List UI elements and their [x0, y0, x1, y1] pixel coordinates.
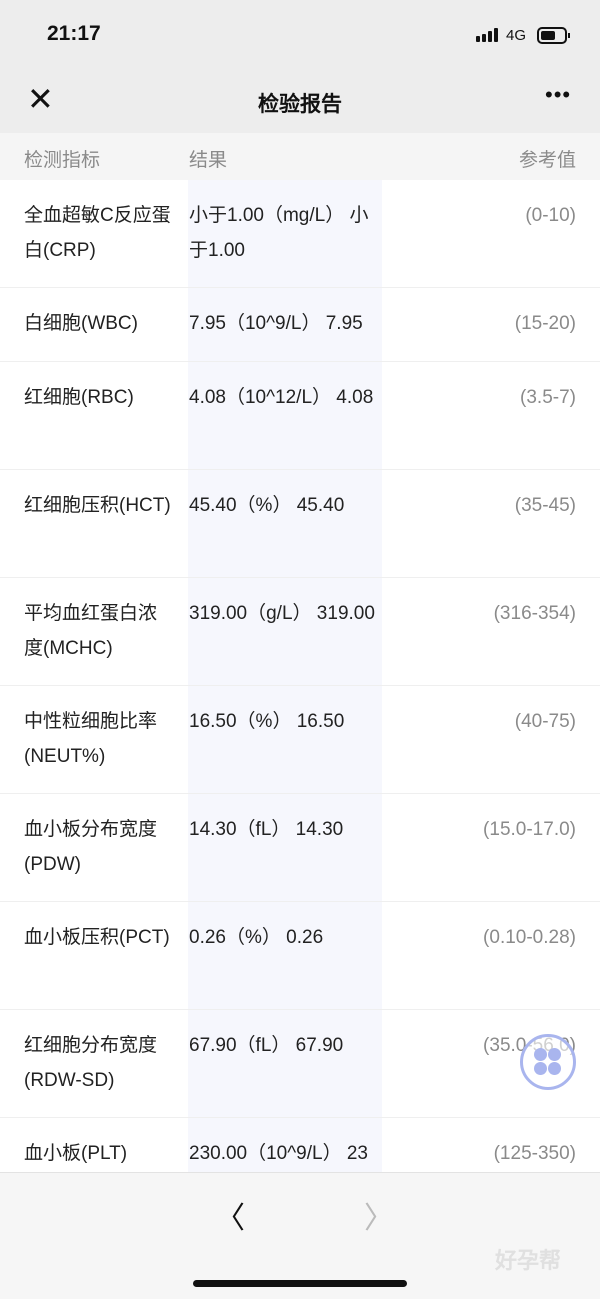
row-reference: (125-350) [493, 1143, 576, 1164]
back-button[interactable]: 〈 [215, 1202, 245, 1235]
nav-bar: ✕ 检验报告 ••• [0, 72, 600, 133]
table-row: 全血超敏C反应蛋白(CRP) 小于1.00（mg/L） 小于1.00 (0-10) [0, 180, 600, 288]
table-row: 白细胞(WBC) 7.95（10^9/L） 7.95 (15-20) [0, 288, 600, 362]
table-row: 红细胞(RBC) 4.08（10^12/L） 4.08 (3.5-7) [0, 362, 600, 470]
row-name: 白细胞(WBC) [24, 313, 138, 334]
home-indicator [193, 1280, 407, 1287]
network-label: 4G [506, 27, 527, 44]
status-bar: 21:17 4G [0, 0, 600, 72]
row-result: 7.95（10^9/L） 7.95 [189, 313, 363, 334]
result-column-bg [188, 180, 382, 1180]
row-reference: (0.10-0.28) [483, 927, 576, 948]
table-row: 中性粒细胞比率(NEUT%) 16.50（%） 16.50 (40-75) [0, 686, 600, 794]
row-name: 血小板压积(PCT) [24, 927, 170, 948]
forward-button[interactable]: 〉 [364, 1202, 394, 1235]
status-time: 21:17 [47, 22, 101, 45]
row-name: 中性粒细胞比率(NEUT%) [24, 711, 158, 767]
row-result: 16.50（%） 16.50 [189, 711, 345, 732]
row-reference: (3.5-7) [520, 387, 576, 408]
header-result: 结果 [189, 150, 228, 171]
signal-icon [476, 28, 498, 42]
row-reference: (15.0-17.0) [483, 819, 576, 840]
row-name: 全血超敏C反应蛋白(CRP) [24, 205, 171, 261]
header-name: 检测指标 [24, 150, 101, 171]
row-result: 45.40（%） 45.40 [189, 495, 345, 516]
table-row: 血小板分布宽度(PDW) 14.30（fL） 14.30 (15.0-17.0) [0, 794, 600, 902]
table-row: 红细胞分布宽度(RDW-SD)67.90（fL） 67.90(35.0-56.0… [0, 1010, 600, 1118]
row-name: 血小板分布宽度(PDW) [24, 819, 158, 875]
more-icon[interactable]: ••• [545, 82, 572, 107]
row-result: 14.30（fL） 14.30 [189, 819, 344, 840]
watermark-logo: 好孕帮 [495, 1248, 562, 1273]
row-reference: (316-354) [493, 603, 576, 624]
row-reference: (40-75) [514, 711, 576, 732]
row-result: 0.26（%） 0.26 [189, 927, 324, 948]
floating-clover-button[interactable] [520, 1034, 576, 1090]
table-row: 血小板压积(PCT) 0.26（%） 0.26 (0.10-0.28) [0, 902, 600, 1010]
row-reference: (0-10) [525, 205, 576, 226]
bottom-toolbar: 〈 〉 好孕帮 [0, 1172, 600, 1299]
table-header: 检测指标 结果 参考值 [0, 133, 600, 180]
close-icon[interactable]: ✕ [27, 81, 54, 117]
row-name: 红细胞分布宽度(RDW-SD) [24, 1035, 158, 1091]
battery-icon [537, 27, 570, 44]
row-result: 319.00（g/L） 319.00 [189, 603, 375, 624]
report-table: 全血超敏C反应蛋白(CRP) 小于1.00（mg/L） 小于1.00 (0-10) 白… [0, 180, 600, 1226]
row-result: 小于1.00（mg/L） 小于1.00 [189, 205, 369, 261]
row-result: 4.08（10^12/L） 4.08 [189, 387, 374, 408]
row-reference: (35-45) [514, 495, 576, 516]
row-name: 血小板(PLT) [24, 1143, 128, 1164]
page-title: 检验报告 [258, 93, 342, 116]
row-name: 红细胞压积(HCT) [24, 495, 171, 516]
row-reference: (15-20) [514, 313, 576, 334]
header-reference: 参考值 [518, 150, 576, 171]
row-result: 67.90（fL） 67.90 [189, 1035, 344, 1056]
table-row: 平均血红蛋白浓度(MCHC) 319.00（g/L） 319.00 (316-354… [0, 578, 600, 686]
row-name: 平均血红蛋白浓度(MCHC) [24, 603, 158, 659]
table-row: 红细胞压积(HCT) 45.40（%） 45.40 (35-45) [0, 470, 600, 578]
row-name: 红细胞(RBC) [24, 387, 134, 408]
